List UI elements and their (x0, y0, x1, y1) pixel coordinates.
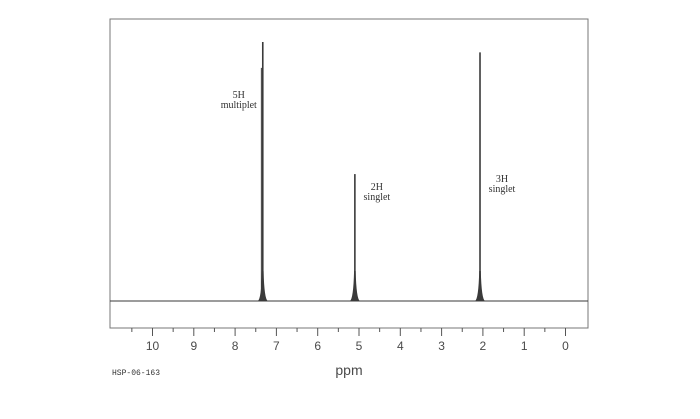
x-axis-label: ppm (335, 362, 362, 378)
annotation-count: 5H (233, 90, 245, 101)
tick-label: 10 (146, 339, 160, 353)
plot-frame (109, 18, 589, 329)
tick-label: 4 (397, 339, 404, 353)
tick-label: 9 (190, 339, 197, 353)
spectrum-trace (110, 42, 588, 302)
spectrum-id: HSP-06-163 (112, 369, 160, 378)
tick-label: 5 (356, 339, 363, 353)
annotation-type: singlet (364, 192, 391, 203)
peak-3 (475, 52, 486, 301)
tick-label: 0 (562, 339, 569, 353)
tick-label: 2 (480, 339, 487, 353)
annotation-type: singlet (489, 184, 516, 195)
tick-label: 3 (438, 339, 445, 353)
annotation-count: 2H (371, 182, 383, 193)
tick-label: 1 (521, 339, 528, 353)
tick-label: 7 (273, 339, 280, 353)
x-axis-ticks: 10 9 8 7 6 5 4 3 2 1 0 (131, 328, 569, 353)
tick-label: 6 (314, 339, 321, 353)
peak-1 (257, 42, 268, 301)
annotation-type: multiplet (221, 100, 257, 111)
tick-label: 8 (232, 339, 239, 353)
peak-2 (349, 174, 360, 301)
annotation-count: 3H (496, 174, 508, 185)
